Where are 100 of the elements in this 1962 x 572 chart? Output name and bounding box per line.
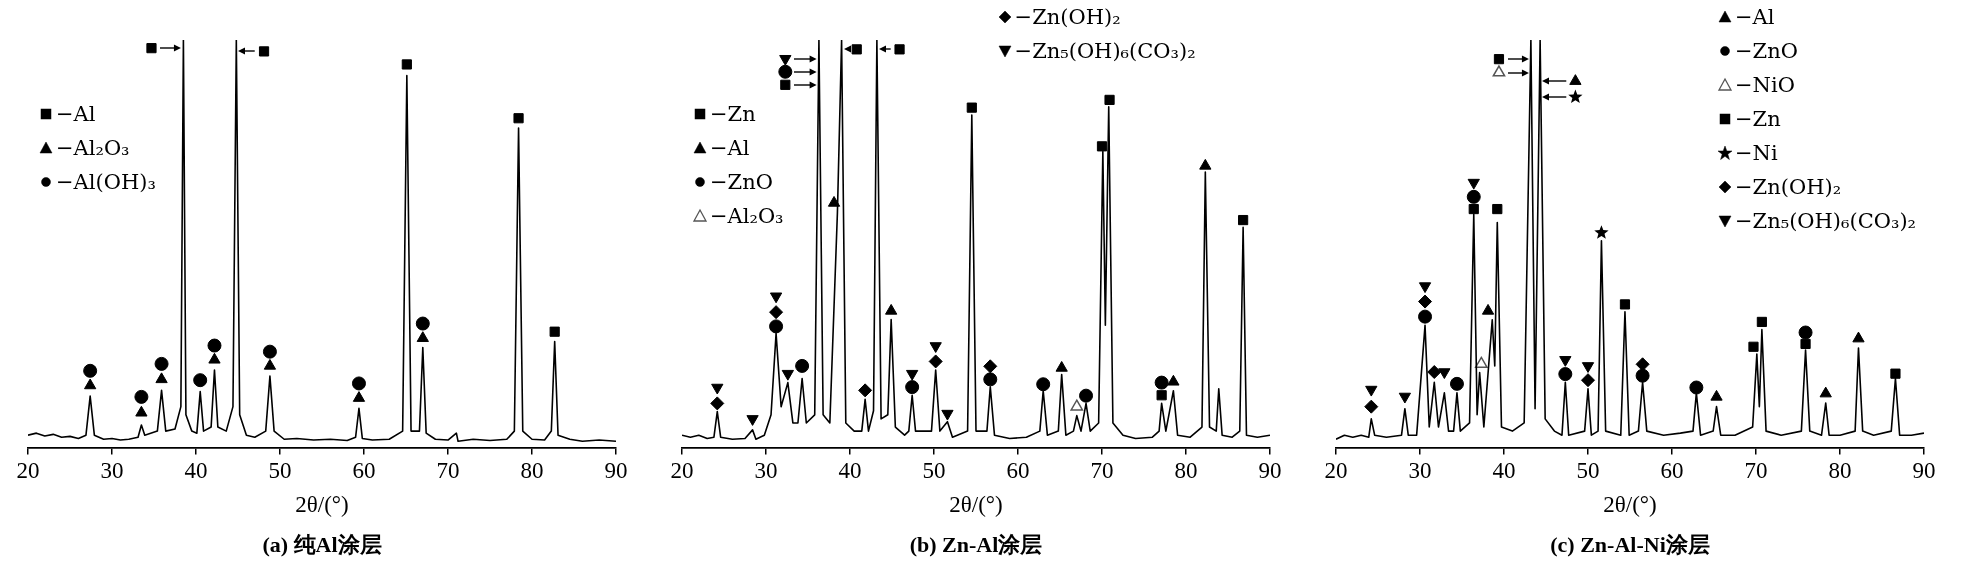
point <box>858 383 873 398</box>
x-tick-label: 80 <box>520 458 544 484</box>
point <box>352 391 366 402</box>
legend-label: −Zn <box>710 101 756 129</box>
x-tick-label: 50 <box>922 458 946 484</box>
point <box>1581 362 1595 373</box>
point <box>1689 380 1704 395</box>
x-tick-label: 80 <box>1174 458 1198 484</box>
point <box>1635 368 1650 383</box>
point <box>983 359 998 374</box>
legend-label: −Al₂O₃ <box>710 203 784 231</box>
point <box>1398 392 1412 404</box>
point <box>1449 376 1464 391</box>
x-tick-label: 40 <box>1492 458 1516 484</box>
x-tick-label: 60 <box>1006 458 1030 484</box>
point <box>401 59 412 70</box>
point <box>155 372 168 384</box>
x-tick-label: 50 <box>268 458 292 484</box>
x-tick-label: 70 <box>1744 458 1768 484</box>
point <box>710 396 725 411</box>
point <box>1468 203 1479 215</box>
legend-label: −Zn(OH)₂ <box>1014 4 1121 31</box>
point <box>207 338 222 353</box>
x-tick-label: 70 <box>1090 458 1114 484</box>
point <box>351 376 366 391</box>
point <box>1492 203 1503 215</box>
point <box>1481 303 1495 315</box>
point <box>1619 299 1631 310</box>
point <box>1427 365 1442 380</box>
point <box>549 326 560 337</box>
legend-label: −Al <box>56 101 96 129</box>
x-tick-label: 90 <box>604 458 628 484</box>
point <box>779 54 792 66</box>
point <box>416 331 429 342</box>
x-axis-title: 2θ/(°) <box>949 491 1003 517</box>
point <box>906 369 919 381</box>
point <box>1568 89 1583 104</box>
legend-label: −Zn <box>1735 106 1781 133</box>
point <box>711 383 724 395</box>
x-tick-label: 90 <box>1912 458 1936 484</box>
point <box>1493 54 1505 65</box>
point <box>1852 331 1865 343</box>
point <box>1467 178 1480 190</box>
legend-label: −ZnO <box>1735 38 1798 65</box>
x-tick-label: 90 <box>1258 458 1282 484</box>
point <box>208 352 221 364</box>
point <box>894 44 905 55</box>
point <box>746 415 759 426</box>
point <box>1581 373 1595 388</box>
legend-label: −Al(OH)₃ <box>56 169 156 197</box>
legend-label: −Zn₅(OH)₆(CO₃)₂ <box>1735 208 1916 235</box>
x-tick-label: 50 <box>1576 458 1600 484</box>
point <box>1418 309 1433 324</box>
point <box>1365 385 1378 397</box>
legend-label: −Al₂O₃ <box>56 135 130 163</box>
x-tick-label: 20 <box>670 458 694 484</box>
text: (a) 纯Al涂层 <box>262 532 382 558</box>
point <box>1756 316 1767 328</box>
point <box>1558 367 1573 382</box>
point <box>1819 386 1832 398</box>
x-tick-label: 40 <box>184 458 208 484</box>
point <box>966 102 977 113</box>
x-tick-label: 30 <box>1408 458 1432 484</box>
point <box>1438 368 1451 380</box>
x-tick-label: 60 <box>1660 458 1684 484</box>
legend-label: −Ni <box>1735 140 1778 167</box>
point <box>780 79 791 90</box>
point <box>154 356 169 371</box>
point <box>263 358 277 370</box>
x-tick-label: 20 <box>1324 458 1348 484</box>
point <box>193 373 208 388</box>
x-axis-title: 2θ/(°) <box>295 491 349 517</box>
legend-label: −ZnO <box>710 169 773 197</box>
point <box>778 64 793 79</box>
legend-label: −Zn₅(OH)₆(CO₃)₂ <box>1014 38 1196 65</box>
point <box>929 342 942 353</box>
x-axis-title: 2θ/(°) <box>1603 491 1657 517</box>
point <box>134 389 149 404</box>
point <box>1154 375 1169 390</box>
point <box>1635 357 1650 372</box>
point <box>258 46 270 57</box>
legend-label: −Al <box>710 135 750 163</box>
point <box>1079 388 1094 403</box>
point <box>1466 189 1481 204</box>
point <box>851 44 862 55</box>
point <box>1798 325 1813 340</box>
point <box>1559 356 1572 367</box>
point <box>1748 341 1759 352</box>
x-tick-label: 60 <box>352 458 376 484</box>
point <box>905 380 920 395</box>
point <box>769 319 784 334</box>
point <box>1890 368 1901 379</box>
x-tick-label: 70 <box>436 458 460 484</box>
point <box>1364 399 1379 414</box>
point <box>769 305 784 320</box>
x-tick-label: 20 <box>16 458 40 484</box>
point <box>1238 214 1249 226</box>
point <box>1418 294 1433 309</box>
point <box>1156 390 1167 401</box>
point <box>1036 377 1051 392</box>
